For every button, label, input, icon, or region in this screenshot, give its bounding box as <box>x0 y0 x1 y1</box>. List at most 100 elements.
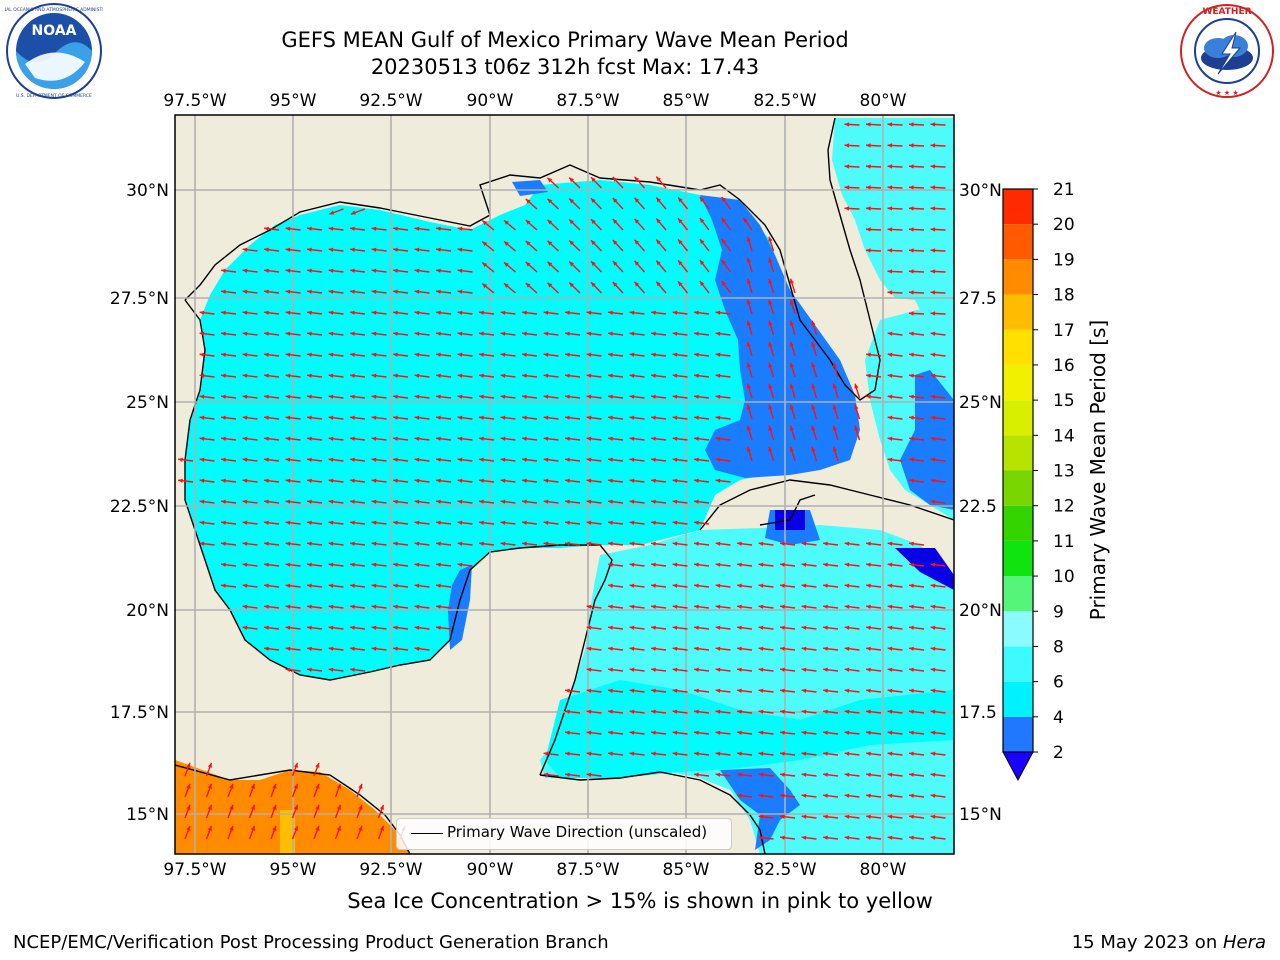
arrow-head <box>746 404 751 410</box>
arrow-head <box>678 260 683 266</box>
arrow-head <box>586 478 592 483</box>
arrow-head <box>221 562 226 567</box>
arrow-head <box>436 541 441 546</box>
arrow-head <box>199 520 205 525</box>
arrow-head <box>307 352 312 357</box>
footer-credit: NCEP/EMC/Verification Post Processing Pr… <box>13 932 609 953</box>
arrow-head <box>629 394 635 399</box>
arrow-head <box>199 352 205 357</box>
arrow-head <box>844 667 850 672</box>
arrow-head <box>811 341 816 347</box>
arrow-head <box>930 269 936 274</box>
arrow-head <box>393 415 398 420</box>
arrow-head <box>586 331 592 336</box>
arrow-head <box>504 241 509 246</box>
arrow-head <box>307 415 312 420</box>
arrow-head <box>887 583 893 588</box>
arrow-head <box>436 352 441 357</box>
arrow-head <box>393 436 398 441</box>
arrow-head <box>930 499 936 504</box>
svg-text:WEATHER: WEATHER <box>1202 7 1251 17</box>
arrow-head <box>457 562 463 567</box>
arrow-head <box>930 164 936 169</box>
arrow-head <box>694 457 699 462</box>
arrow-head <box>371 394 377 399</box>
arrow-head <box>930 478 936 483</box>
arrow-head <box>844 751 850 756</box>
arrow-head <box>522 520 527 525</box>
arrow-head <box>393 289 398 294</box>
arrow-head <box>866 143 871 148</box>
arrow-head <box>285 625 291 630</box>
arrow-head <box>629 415 635 420</box>
arrow-head <box>721 217 727 223</box>
arrow-head <box>285 310 291 315</box>
arrow-head <box>746 425 751 431</box>
arrow-head <box>414 604 420 609</box>
arrow-head <box>328 646 334 651</box>
arrow-head <box>307 499 312 504</box>
arrow-head <box>715 604 721 609</box>
arrow-head <box>242 604 248 609</box>
arrow-head <box>801 814 807 819</box>
arrow-head <box>887 541 893 546</box>
arrow-head <box>823 562 828 567</box>
arrow-head <box>672 436 678 441</box>
arrow-head <box>285 562 291 567</box>
arrow-head <box>186 804 191 810</box>
arrow-head <box>651 688 656 693</box>
arrow-head <box>569 219 575 225</box>
arrow-head <box>543 457 549 462</box>
arrow-head <box>328 247 334 252</box>
noaa-logo: NOAA NATIONAL OCEANIC AND ATMOSPHERIC AD… <box>0 2 119 104</box>
arrow-head <box>612 282 618 287</box>
arrow-head <box>721 280 727 286</box>
arrow-head <box>823 625 828 630</box>
lon-label-top: 85°W <box>663 91 710 111</box>
arrow-head <box>866 394 871 399</box>
arrow-head <box>371 457 377 462</box>
map-legend: Primary Wave Direction (unscaled) <box>396 818 732 850</box>
arrow-head <box>371 646 377 651</box>
arrow-head <box>186 762 191 768</box>
arrow-head <box>315 783 320 789</box>
colorbar-tick-label: 12 <box>1053 497 1075 517</box>
arrow-head <box>634 239 640 245</box>
arrow-head <box>930 604 936 609</box>
arrow-head <box>285 667 291 672</box>
arrow-head <box>887 562 893 567</box>
arrow-head <box>758 772 764 777</box>
arrow-head <box>672 730 678 735</box>
arrow-head <box>629 499 635 504</box>
arrow-head <box>930 331 936 336</box>
colorbar-segment <box>1003 400 1033 436</box>
arrow-head <box>629 520 635 525</box>
arrow-head <box>393 478 398 483</box>
arrow-head <box>565 520 570 525</box>
arrow-head <box>823 709 828 714</box>
arrow-head <box>854 383 859 389</box>
lat-label-right: 25°N <box>959 393 1002 413</box>
arrow-head <box>672 646 678 651</box>
arrow-head <box>500 310 506 315</box>
arrow-head <box>746 341 751 347</box>
arrow-head <box>672 352 678 357</box>
arrow-head <box>930 457 936 462</box>
arrow-head <box>694 520 699 525</box>
arrow-head <box>801 541 807 546</box>
arrow-head <box>844 772 850 777</box>
arrow-head <box>780 730 785 735</box>
arrow-head <box>715 541 721 546</box>
arrow-head <box>199 457 205 462</box>
arrow-head <box>746 383 751 389</box>
arrow-head <box>242 247 248 252</box>
title-line-2: 20230513 t06z 312h fcst Max: 17.43 <box>370 55 760 79</box>
arrow-head <box>608 436 613 441</box>
arrow-head <box>414 583 420 588</box>
arrow-head <box>479 541 484 546</box>
arrow-head <box>371 625 377 630</box>
arrow-head <box>634 260 640 266</box>
arrow-head <box>457 541 463 546</box>
arrow-head <box>264 289 269 294</box>
lon-label-top: 82.5°W <box>753 91 816 111</box>
